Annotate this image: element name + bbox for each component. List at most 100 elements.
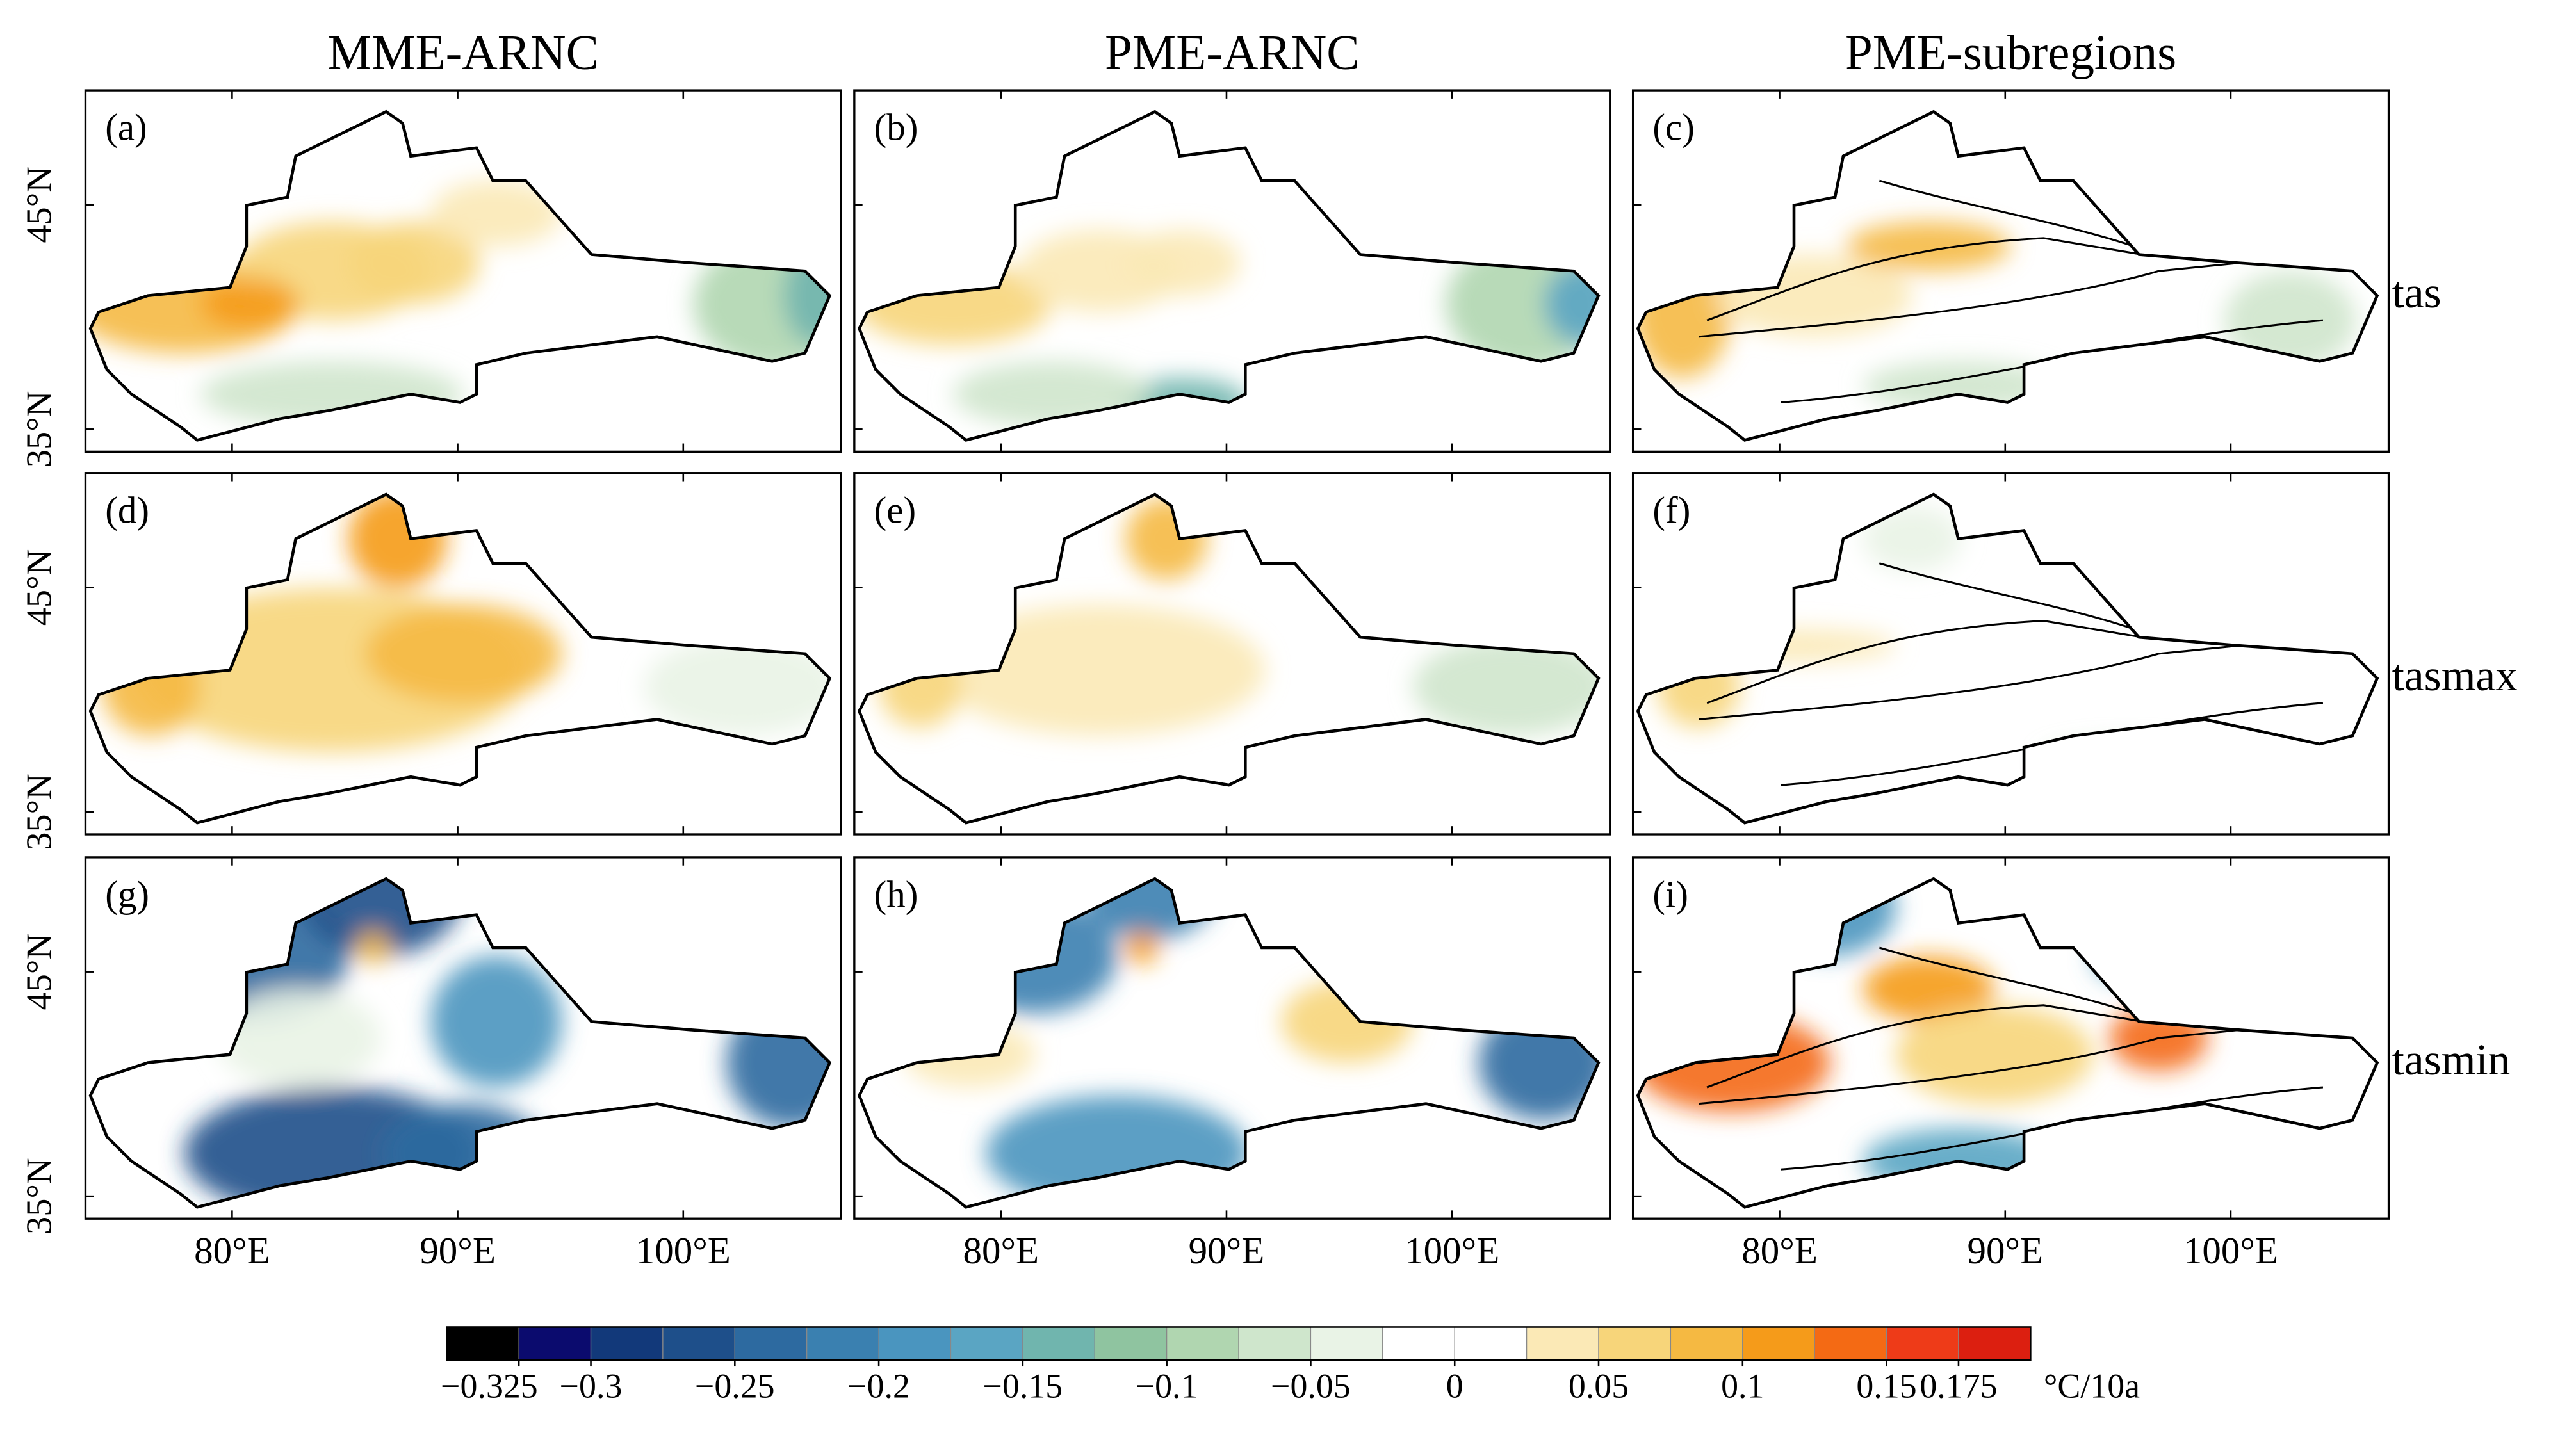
trend-patch: [200, 279, 299, 328]
trend-patch: [364, 604, 562, 703]
y-tick-label: 35°N: [20, 391, 60, 467]
subregion-border: [1699, 254, 2377, 338]
trend-patch: [644, 637, 830, 736]
trend-patch: [1863, 361, 2060, 411]
colorbar-bin: [1670, 1326, 1743, 1361]
colorbar-bin: [1526, 1326, 1599, 1361]
region-outline: [858, 492, 1601, 825]
map-panel: (e): [853, 472, 1611, 836]
column-title: PME-subregions: [1845, 24, 2176, 79]
colorbar-bin: [806, 1326, 879, 1361]
colorbar-tick-label: −0.3: [560, 1366, 623, 1405]
trend-patch: [356, 931, 389, 964]
subregion-border: [1706, 237, 2143, 321]
x-tick-label: 100°E: [1405, 1229, 1499, 1272]
colorbar-bin: [1382, 1326, 1455, 1361]
panel-label: (h): [874, 873, 918, 916]
colorbar-bin: [518, 1326, 592, 1361]
panel-label: (a): [105, 106, 147, 149]
trend-patch: [1863, 955, 1994, 1022]
subregion-border: [1879, 946, 2135, 1015]
subregion-border: [1879, 179, 2135, 248]
region-outline: [88, 492, 832, 825]
trend-patch: [1896, 1005, 2093, 1104]
colorbar-tick-label: 0.175: [1920, 1366, 1997, 1405]
colorbar-tick-label: −0.15: [983, 1366, 1063, 1405]
map-panel: (d) 45°N 35°N: [20, 472, 842, 850]
x-tick-label: 80°E: [1741, 1229, 1818, 1272]
map-panel: (a) 45°N 35°N: [20, 89, 842, 467]
region-outline: [1636, 492, 2379, 825]
colorbar-tick-label: 0: [1446, 1366, 1463, 1405]
map-panel: (i) 80°E 90°E 100°E: [1631, 856, 2390, 1272]
region-outline: [1636, 877, 2379, 1209]
trend-patch: [348, 222, 480, 304]
row-label: tasmin: [2392, 1035, 2511, 1084]
colorbar-tick-label: −0.05: [1271, 1366, 1351, 1405]
trend-patch: [430, 181, 562, 247]
colorbar-bin: [1166, 1326, 1239, 1361]
trend-patch: [1412, 637, 1599, 736]
column-title: MME-ARNC: [328, 24, 599, 79]
colorbar-tick-label: 0.15: [1856, 1366, 1916, 1405]
panel-label: (i): [1652, 873, 1688, 916]
map-panel: (h) 80°E 90°E 100°E: [853, 856, 1611, 1272]
x-tick-label: 80°E: [963, 1229, 1039, 1272]
trend-patch: [1125, 230, 1241, 296]
panel-label: (d): [105, 489, 149, 531]
trend-patch: [2224, 271, 2356, 370]
subregion-border: [1699, 636, 2377, 720]
trend-patch: [216, 989, 382, 1087]
trend-patch: [1125, 931, 1159, 964]
y-tick-label: 45°N: [20, 934, 60, 1010]
trend-patch: [1863, 506, 1962, 572]
colorbar-tick-label: −0.25: [695, 1366, 775, 1405]
colorbar-bin: [1742, 1326, 1815, 1361]
colorbar-bin: [950, 1326, 1023, 1361]
colorbar: −0.325 −0.3 −0.25 −0.2 −0.15 −0.1 −0.05 0 0.05 0.…: [441, 1326, 2140, 1405]
region-outline: [88, 109, 832, 442]
colorbar-bin: [1598, 1326, 1672, 1361]
colorbar-bin: [446, 1326, 519, 1361]
y-tick-label: 45°N: [20, 166, 60, 243]
colorbar-frame: [446, 1326, 2032, 1361]
colorbar-bin: [662, 1326, 735, 1361]
map-panel: (g) 80°E 90°E 100°E 45°N 35°N: [20, 856, 842, 1272]
colorbar-tick-label: 0.1: [1721, 1366, 1764, 1405]
map-panel: (c): [1631, 89, 2390, 453]
region-outline: [1636, 109, 2379, 442]
region-outline: [858, 109, 1601, 442]
colorbar-tick-label: −0.2: [847, 1366, 910, 1405]
trend-patch: [430, 955, 562, 1087]
colorbar-bin: [1238, 1326, 1312, 1361]
x-tick-label: 80°E: [194, 1229, 270, 1272]
colorbar-unit: °C/10a: [2044, 1366, 2140, 1405]
colorbar-tick-label: −0.1: [1136, 1366, 1198, 1405]
panel-label: (g): [105, 873, 149, 916]
region-outline: [858, 877, 1601, 1209]
panel-label: (f): [1652, 489, 1690, 531]
x-tick-label: 100°E: [2183, 1229, 2278, 1272]
y-tick-label: 35°N: [20, 1158, 60, 1235]
colorbar-tick-label: 0.05: [1569, 1366, 1629, 1405]
region-fill: [1638, 494, 2377, 823]
colorbar-bin: [1958, 1326, 2032, 1361]
colorbar-bin: [1814, 1326, 1887, 1361]
map-panel: (b): [853, 89, 1611, 453]
row-label: tasmax: [2392, 651, 2518, 700]
colorbar-bin: [1454, 1326, 1528, 1361]
region-outline: [88, 877, 832, 1209]
panel-label: (c): [1652, 106, 1694, 149]
x-tick-label: 90°E: [1189, 1229, 1265, 1272]
colorbar-bin: [590, 1326, 664, 1361]
colorbar-bin: [1310, 1326, 1383, 1361]
colorbar-bin: [1022, 1326, 1095, 1361]
y-tick-label: 35°N: [20, 774, 60, 850]
map-field: [1638, 111, 2377, 441]
colorbar-tick-label: −0.325: [441, 1366, 538, 1405]
x-tick-label: 90°E: [1967, 1229, 2043, 1272]
region-fill: [1638, 111, 2377, 441]
trend-patch: [1544, 263, 1599, 345]
subregion-border: [1706, 620, 2143, 704]
